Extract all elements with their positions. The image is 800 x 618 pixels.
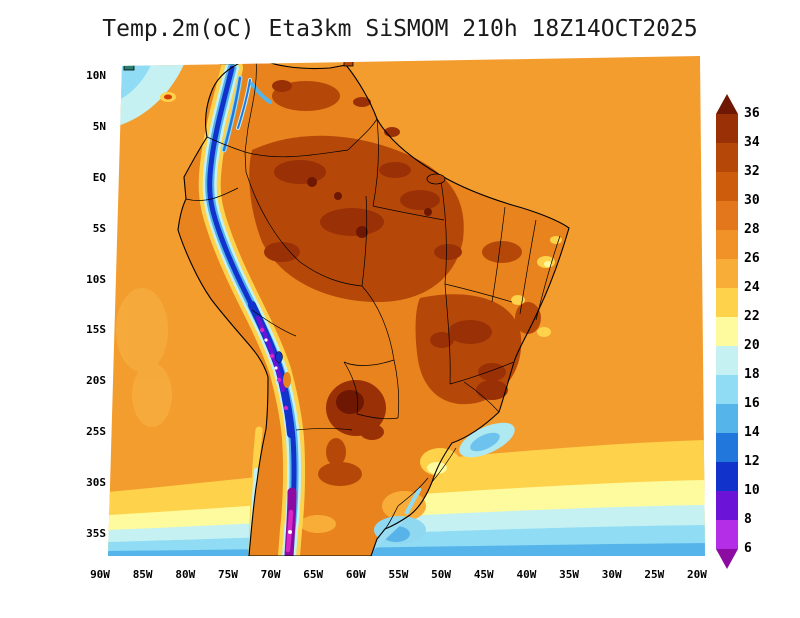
lon-tick-85W: 85W	[132, 568, 153, 581]
lon-tick-70W: 70W	[260, 568, 281, 581]
colorbar-label-10: 10	[744, 483, 760, 498]
lon-tick-40W: 40W	[516, 568, 537, 581]
lon-tick-20W: 20W	[687, 568, 707, 581]
colorbar-label-30: 30	[744, 193, 760, 208]
colorbar-label-22: 22	[744, 309, 760, 324]
colorbar-label-12: 12	[744, 454, 760, 469]
land-warm-patches	[249, 80, 562, 533]
lat-tick-30S: 30S	[86, 476, 106, 490]
colorbar-label-18: 18	[744, 367, 760, 382]
colorbar-label-20: 20	[744, 338, 760, 353]
coastal-cold-eddies	[374, 422, 515, 550]
coastline	[177, 56, 570, 556]
colorbar-segment-4	[716, 201, 738, 230]
colorbar-segment-1	[716, 114, 738, 143]
lat-tick-20S: 20S	[86, 374, 106, 388]
colorbar-label-16: 16	[744, 396, 760, 411]
colorbar-label-34: 34	[744, 135, 760, 150]
lon-tick-25W: 25W	[644, 568, 665, 581]
colorbar-label-26: 26	[744, 251, 760, 266]
colorbar-segment-10	[716, 375, 738, 404]
colorbar-label-6: 6	[744, 541, 752, 556]
lon-tick-80W: 80W	[175, 568, 196, 581]
colorbar-segment-12	[716, 433, 738, 462]
lat-tick-25S: 25S	[86, 425, 106, 439]
lon-tick-55W: 55W	[388, 568, 409, 581]
colorbar-label-8: 8	[744, 512, 752, 527]
colorbar-label-28: 28	[744, 222, 760, 237]
colorbar-segment-15	[716, 520, 738, 549]
lon-tick-90W: 90W	[90, 568, 110, 581]
colorbar	[716, 94, 738, 569]
colorbar-label-32: 32	[744, 164, 760, 179]
lat-tick-35S: 35S	[86, 527, 106, 540]
lon-tick-35W: 35W	[559, 568, 579, 581]
colorbar-segment-13	[716, 462, 738, 491]
colorbar-top-triangle	[716, 94, 738, 114]
lat-tick-5S: 5S	[92, 221, 106, 235]
lon-tick-65W: 65W	[303, 568, 324, 581]
colorbar-label-14: 14	[744, 425, 760, 440]
colorbar-segment-11	[716, 404, 738, 433]
colorbar-label-36: 36	[744, 106, 760, 121]
northwest-cool-patch	[114, 62, 185, 128]
colorbar-segment-5	[716, 230, 738, 259]
lon-tick-30W: 30W	[601, 568, 622, 581]
lat-tick-EQ: EQ	[92, 170, 106, 184]
lat-tick-10S: 10S	[86, 272, 106, 286]
lon-tick-45W: 45W	[473, 568, 494, 581]
colorbar-segment-3	[716, 172, 738, 201]
lon-tick-75W: 75W	[217, 568, 238, 581]
lon-tick-60W: 60W	[345, 568, 366, 581]
colorbar-segment-8	[716, 317, 738, 346]
pacific-mottling	[116, 288, 172, 427]
colorbar-segment-7	[716, 288, 738, 317]
marajo-island	[426, 173, 446, 185]
lake-titicaca	[275, 351, 283, 363]
colorbar-segment-6	[716, 259, 738, 288]
colorbar-segment-9	[716, 346, 738, 375]
country-borders	[185, 59, 561, 530]
lat-tick-15S: 15S	[86, 323, 106, 337]
lat-tick-5N: 5N	[92, 119, 106, 133]
lat-tick-10N: 10N	[86, 69, 106, 82]
colorbar-bottom-triangle	[716, 549, 738, 569]
lon-tick-50W: 50W	[431, 568, 452, 581]
colorbar-label-24: 24	[744, 280, 760, 295]
colorbar-segment-2	[716, 143, 738, 172]
chart-title: Temp.2m(oC) Eta3km SiSMOM 210h 18Z14OCT2…	[102, 16, 698, 42]
colorbar-segment-14	[716, 491, 738, 520]
